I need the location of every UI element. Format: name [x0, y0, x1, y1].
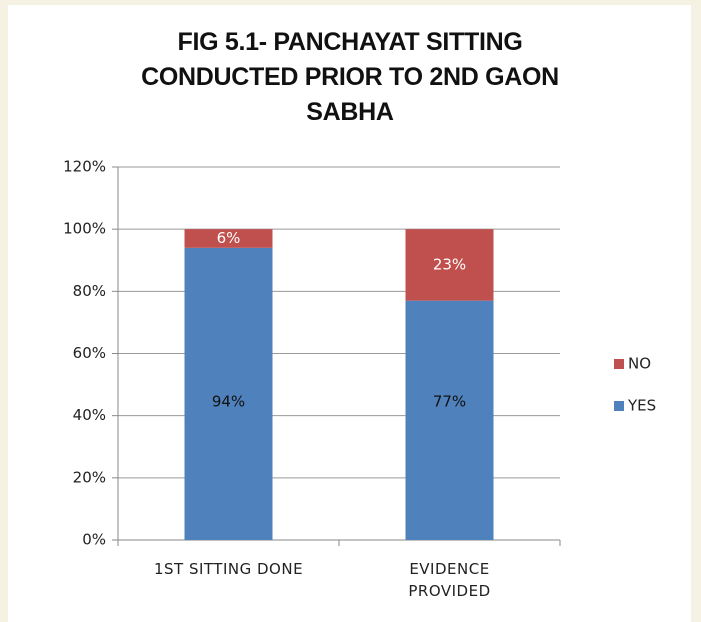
data-label: 23% [433, 255, 466, 273]
data-label: 94% [212, 392, 245, 410]
y-tick-label: 80% [73, 282, 106, 300]
chart-panel [8, 5, 691, 622]
y-tick-label: 60% [73, 344, 106, 362]
legend-label: NO [628, 355, 651, 373]
bar-segment [184, 247, 273, 541]
y-tick-label: 100% [63, 220, 106, 238]
bar-segment [405, 229, 494, 301]
x-tick-label: EVIDENCE PROVIDED [408, 560, 491, 600]
legend-swatch [614, 401, 624, 411]
y-tick-label: 120% [63, 158, 106, 176]
y-tick-label: 20% [73, 468, 106, 486]
x-tick-label: 1ST SITTING DONE [153, 560, 304, 578]
chart-title: FIG 5.1- PANCHAYAT SITTING CONDUCTED PRI… [141, 28, 559, 126]
y-tick-label: 0% [82, 531, 106, 549]
y-tick-label: 40% [73, 406, 106, 424]
bar-segment [405, 300, 494, 540]
legend-label: YES [627, 397, 656, 415]
data-label: 77% [433, 392, 466, 410]
bar-segment [184, 229, 273, 248]
legend-swatch [614, 359, 624, 369]
data-label: 6% [217, 229, 241, 247]
